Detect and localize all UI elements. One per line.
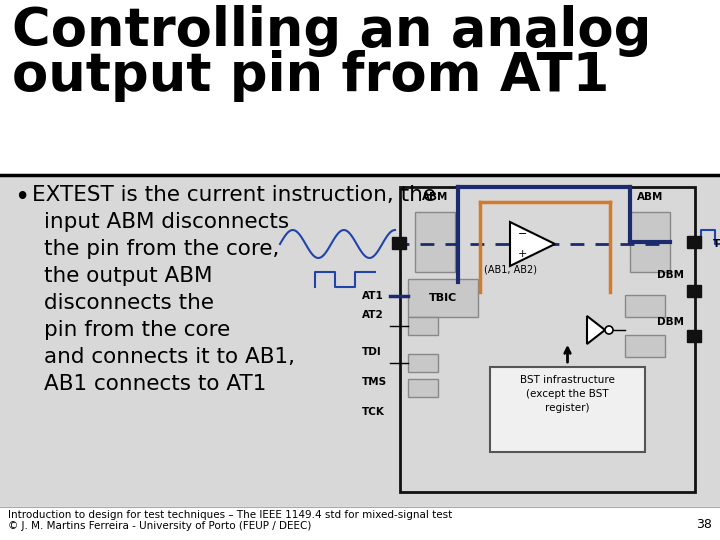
Text: TDI: TDI xyxy=(362,347,382,357)
Text: the pin from the core,: the pin from the core, xyxy=(44,239,279,259)
Text: EXTEST is the current instruction, the: EXTEST is the current instruction, the xyxy=(32,185,436,205)
Bar xyxy=(625,295,665,317)
Text: •: • xyxy=(14,185,30,211)
Bar xyxy=(408,317,438,335)
Bar xyxy=(0,507,720,540)
Bar xyxy=(687,236,701,248)
Polygon shape xyxy=(587,316,605,344)
Text: output pin from AT1: output pin from AT1 xyxy=(12,50,609,102)
Text: TMS: TMS xyxy=(362,377,387,387)
Bar xyxy=(490,367,645,452)
Text: −: − xyxy=(518,229,527,239)
Polygon shape xyxy=(510,222,555,266)
Text: pin from the core: pin from the core xyxy=(44,320,230,340)
Text: AT2: AT2 xyxy=(362,310,384,320)
Text: BST infrastructure: BST infrastructure xyxy=(520,375,615,385)
Text: DBM: DBM xyxy=(657,317,683,327)
Bar xyxy=(392,237,406,249)
Text: disconnects the: disconnects the xyxy=(44,293,214,313)
Text: AB1 connects to AT1: AB1 connects to AT1 xyxy=(44,374,266,394)
Text: ABM: ABM xyxy=(636,192,663,202)
Bar xyxy=(687,285,701,297)
Bar xyxy=(408,379,438,397)
Text: Controlling an analog: Controlling an analog xyxy=(12,5,652,57)
Text: © J. M. Martins Ferreira - University of Porto (FEUP / DEEC): © J. M. Martins Ferreira - University of… xyxy=(8,521,311,531)
Text: 38: 38 xyxy=(696,518,712,531)
Text: TBIC: TBIC xyxy=(429,293,457,303)
Text: ABM: ABM xyxy=(422,192,448,202)
Bar xyxy=(408,354,438,372)
Bar xyxy=(0,0,720,175)
Text: the output ABM: the output ABM xyxy=(44,266,212,286)
Circle shape xyxy=(605,326,613,334)
Text: +: + xyxy=(518,249,527,259)
Text: AT1: AT1 xyxy=(362,291,384,301)
Text: Introduction to design for test techniques – The IEEE 1149.4 std for mixed-signa: Introduction to design for test techniqu… xyxy=(8,510,452,520)
Text: TCK: TCK xyxy=(362,407,385,417)
Bar xyxy=(400,187,695,492)
Text: input ABM disconnects: input ABM disconnects xyxy=(44,212,289,232)
Bar xyxy=(625,335,665,357)
Text: DBM: DBM xyxy=(657,270,683,280)
Bar xyxy=(415,212,455,272)
Text: TDO: TDO xyxy=(713,239,720,249)
Text: (AB1, AB2): (AB1, AB2) xyxy=(484,264,536,274)
Text: and connects it to AB1,: and connects it to AB1, xyxy=(44,347,295,367)
Bar xyxy=(630,212,670,272)
Bar xyxy=(687,330,701,342)
Text: register): register) xyxy=(545,403,590,413)
Bar xyxy=(408,279,478,317)
Text: (except the BST: (except the BST xyxy=(526,389,609,399)
